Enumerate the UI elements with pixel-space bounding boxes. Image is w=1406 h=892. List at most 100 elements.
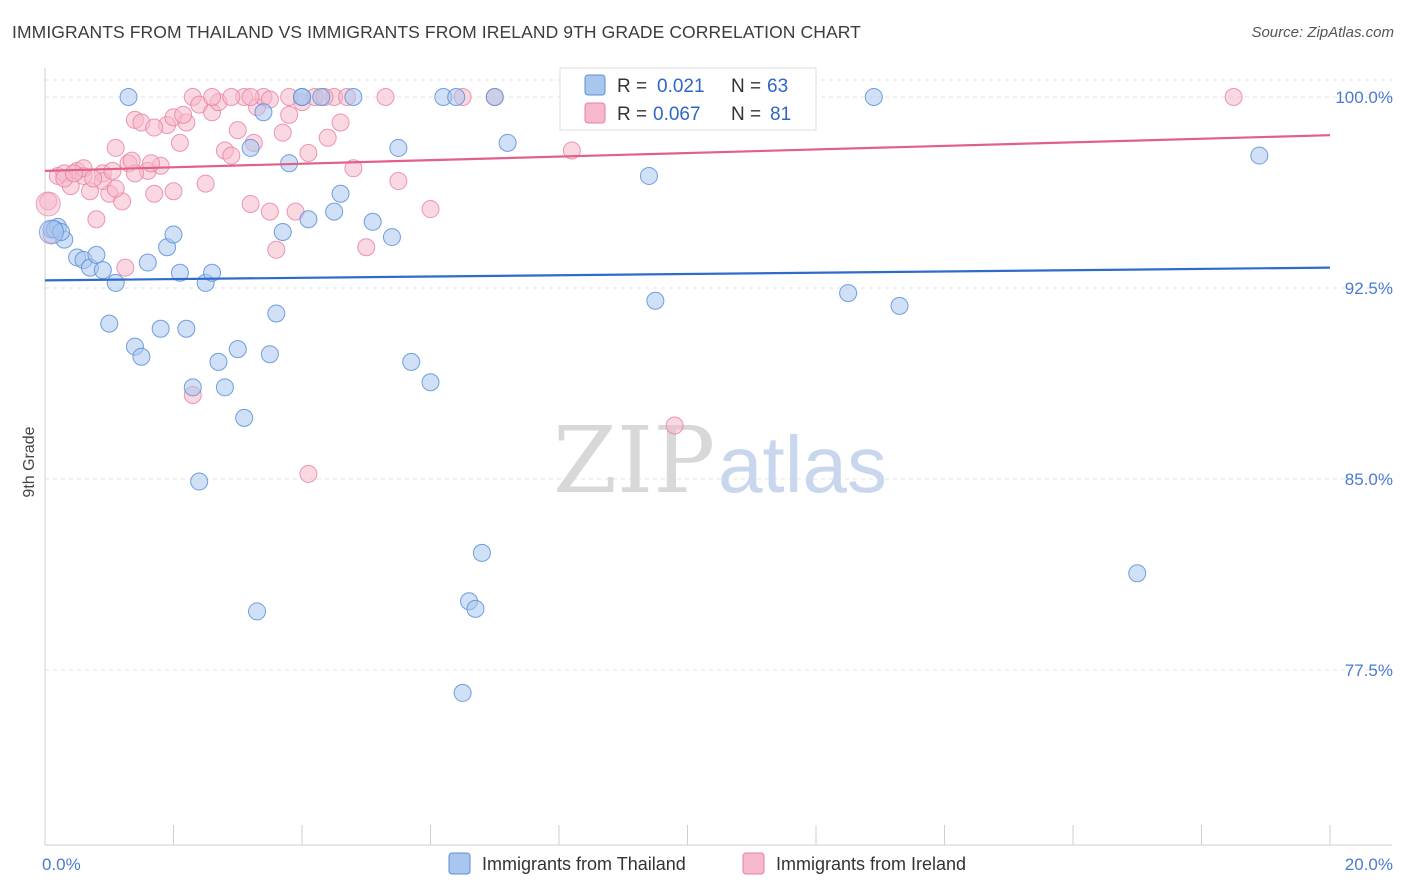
thailand-point-58 bbox=[1250, 146, 1269, 165]
ireland-point-73 bbox=[103, 161, 122, 180]
ireland-point-53 bbox=[665, 416, 684, 435]
thailand-point-12 bbox=[138, 253, 157, 272]
thailand-point-13 bbox=[151, 319, 170, 338]
grid-lines bbox=[45, 79, 1392, 671]
y-tick-label-2: 92.5% bbox=[1345, 279, 1393, 298]
thailand-point-37 bbox=[331, 184, 350, 203]
thailand-point-19 bbox=[190, 472, 209, 491]
thailand-point-38 bbox=[344, 88, 363, 106]
thailand-point-17 bbox=[177, 319, 196, 338]
thailand-point-18 bbox=[183, 378, 202, 397]
ireland-point-48 bbox=[357, 238, 376, 257]
ireland-point-61 bbox=[145, 118, 164, 137]
legend-swatch-ireland bbox=[584, 102, 606, 124]
thailand-point-29 bbox=[260, 345, 279, 364]
legend-n-label-ireland: N = bbox=[731, 104, 761, 125]
thailand-point-57 bbox=[1128, 564, 1147, 583]
ireland-point-59 bbox=[106, 179, 125, 198]
thailand-point-41 bbox=[389, 138, 408, 157]
watermark: ZIP atlas bbox=[553, 407, 887, 514]
ireland-point-69 bbox=[299, 464, 318, 483]
thailand-point-27 bbox=[248, 602, 267, 621]
thailand-point-8 bbox=[100, 314, 119, 333]
thailand-point-21 bbox=[203, 263, 222, 282]
ireland-point-41 bbox=[299, 144, 318, 163]
thailand-point-25 bbox=[235, 408, 254, 427]
thailand-point-16 bbox=[170, 263, 189, 282]
ireland-point-25 bbox=[196, 174, 215, 193]
thailand-point-cluster bbox=[38, 219, 64, 245]
bottom-legend-swatch-ireland bbox=[742, 852, 765, 875]
chart-source: Source: ZipAtlas.com bbox=[1251, 24, 1394, 41]
legend-swatch-thailand bbox=[584, 74, 606, 96]
thailand-point-52 bbox=[639, 166, 658, 185]
thailand-point-15 bbox=[164, 225, 183, 244]
legend-n-value-ireland: 81 bbox=[770, 104, 791, 125]
thailand-point-39 bbox=[363, 212, 382, 231]
legend-r-value-thailand: 0.021 bbox=[657, 76, 705, 97]
thailand-point-54 bbox=[839, 284, 858, 303]
ireland-point-79 bbox=[376, 88, 395, 106]
thailand-point-30 bbox=[267, 304, 286, 323]
ireland-point-36 bbox=[267, 240, 286, 259]
thailand-point-48 bbox=[466, 599, 485, 618]
ireland-point-11 bbox=[106, 138, 125, 157]
ireland-point-32 bbox=[241, 194, 260, 213]
watermark-atlas: atlas bbox=[718, 420, 887, 509]
ireland-point-35 bbox=[260, 202, 279, 221]
ireland-point-70 bbox=[116, 258, 135, 277]
bottom-legend-ireland: Immigrants from Ireland bbox=[776, 854, 966, 874]
thailand-point-43 bbox=[421, 373, 440, 392]
y-axis-label: 9th Grade bbox=[21, 426, 38, 497]
ireland-point-50 bbox=[421, 200, 440, 219]
ireland-point-64 bbox=[203, 88, 222, 106]
legend-r-label-ireland: R = bbox=[617, 104, 647, 125]
legend-n-value-thailand: 63 bbox=[767, 76, 788, 97]
legend-r-value-ireland: 0.067 bbox=[653, 104, 701, 125]
thailand-point-24 bbox=[228, 340, 247, 359]
thailand-point-56 bbox=[890, 296, 909, 315]
thailand-point-49 bbox=[472, 543, 491, 562]
bottom-legend-swatch-thailand bbox=[448, 852, 471, 875]
ireland-point-47 bbox=[344, 159, 363, 178]
thailand-point-34 bbox=[299, 210, 318, 229]
thailand-point-51 bbox=[498, 133, 517, 152]
thailand-point-35 bbox=[312, 88, 331, 106]
ireland-point-76 bbox=[174, 105, 193, 124]
x-tick-labels: 0.0% 20.0% bbox=[42, 855, 1393, 874]
thailand-point-28 bbox=[254, 103, 273, 122]
ireland-point-21 bbox=[170, 133, 189, 152]
bottom-legend: Immigrants from Thailand Immigrants from… bbox=[448, 852, 966, 875]
thailand-point-62 bbox=[293, 88, 311, 106]
thailand-point-36 bbox=[325, 202, 344, 221]
ireland-point-55 bbox=[1224, 88, 1243, 106]
ireland-point-17 bbox=[145, 184, 164, 203]
ireland-point-49 bbox=[389, 172, 408, 191]
y-tick-label-0: 77.5% bbox=[1345, 661, 1393, 680]
ireland-trend-line bbox=[44, 134, 1331, 172]
thailand-point-42 bbox=[402, 352, 421, 371]
ireland-point-72 bbox=[84, 169, 103, 188]
thailand-point-31 bbox=[273, 222, 292, 241]
ireland-point-37 bbox=[273, 123, 292, 142]
thailand-point-23 bbox=[215, 378, 234, 397]
thailand-point-53 bbox=[646, 291, 665, 310]
thailand-point-55 bbox=[864, 88, 883, 106]
thailand-point-11 bbox=[132, 347, 151, 366]
ireland-point-30 bbox=[228, 121, 247, 140]
ireland-point-80 bbox=[562, 141, 581, 160]
thailand-point-6 bbox=[87, 245, 106, 264]
watermark-zip: ZIP bbox=[553, 407, 715, 514]
trend-lines bbox=[44, 134, 1331, 282]
bottom-legend-thailand: Immigrants from Thailand bbox=[482, 854, 686, 874]
ireland-point-29 bbox=[222, 146, 241, 165]
ireland-point-71 bbox=[64, 164, 83, 183]
ireland-point-43 bbox=[318, 128, 337, 147]
stats-legend: R = 0.021 N = 63 R = 0.067 N = 81 bbox=[559, 67, 817, 131]
ireland-point-45 bbox=[331, 113, 350, 132]
thailand-point-7 bbox=[93, 261, 112, 280]
thailand-point-40 bbox=[382, 228, 401, 247]
ireland-point-65 bbox=[222, 88, 241, 106]
ireland-point-66 bbox=[241, 88, 260, 106]
thailand-point-61 bbox=[119, 88, 138, 106]
